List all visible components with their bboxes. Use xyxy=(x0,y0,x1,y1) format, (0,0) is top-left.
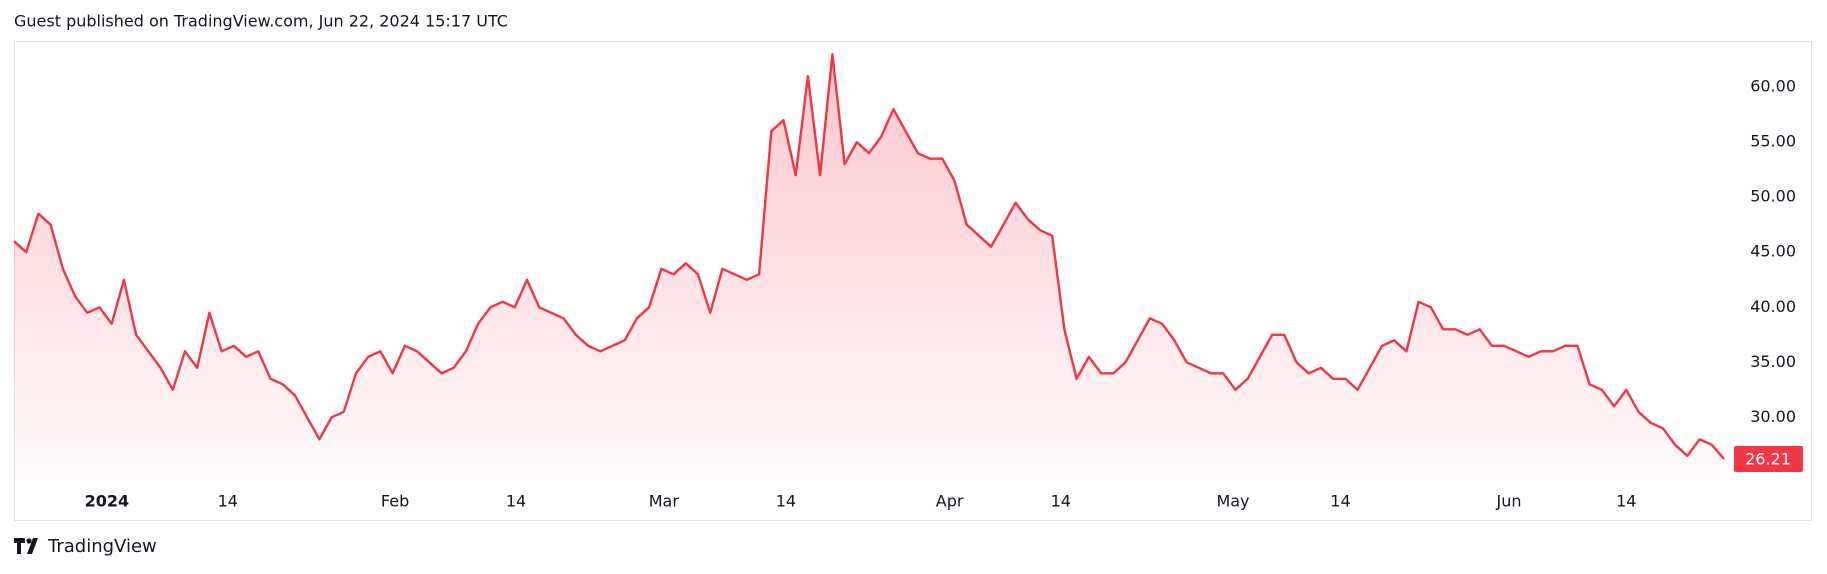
y-tick-label: 35.00 xyxy=(1750,352,1796,371)
x-tick-label: Mar xyxy=(649,492,680,511)
brand-logo xyxy=(14,538,38,554)
y-tick-label: 30.00 xyxy=(1750,407,1796,426)
price-line xyxy=(13,53,1725,460)
x-tick-label: 14 xyxy=(776,492,796,511)
last-price-label: 26.21 xyxy=(1745,449,1791,468)
x-tick-label: Feb xyxy=(381,492,409,511)
x-tick-label: 2024 xyxy=(85,492,130,511)
x-tick-label: 14 xyxy=(218,492,238,511)
x-tick-label: 14 xyxy=(1051,492,1071,511)
x-tick-label: Jun xyxy=(1496,492,1522,511)
x-tick-label: 14 xyxy=(1330,492,1350,511)
x-tick-label: 14 xyxy=(1616,492,1636,511)
x-tick-label: Apr xyxy=(936,492,964,511)
y-tick-label: 55.00 xyxy=(1750,132,1796,151)
y-tick-label: 60.00 xyxy=(1750,77,1796,96)
last-price-badge xyxy=(1734,445,1803,472)
x-tick-label: 14 xyxy=(506,492,526,511)
y-tick-label: 45.00 xyxy=(1750,242,1796,261)
y-tick-label: 40.00 xyxy=(1750,297,1796,316)
area-fill xyxy=(14,54,1724,480)
brand-name: TradingView xyxy=(47,536,157,557)
published-note: Guest published on TradingView.com, Jun … xyxy=(14,12,508,31)
x-tick-label: May xyxy=(1216,492,1249,511)
y-tick-label: 50.00 xyxy=(1750,187,1796,206)
